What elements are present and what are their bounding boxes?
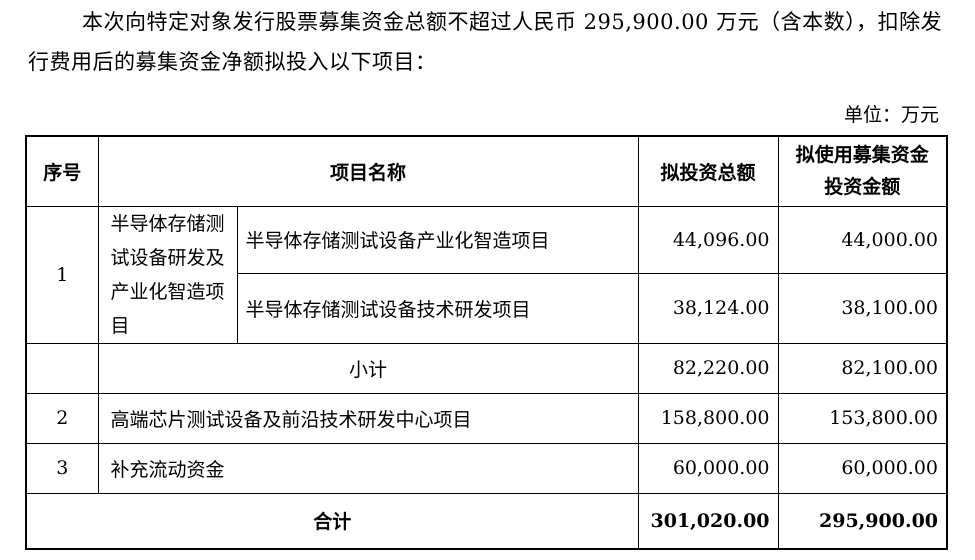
row-total: 38,124.00: [637, 272, 779, 344]
row-no: 1: [25, 205, 99, 344]
row-name: 半导体存储测试设备产业化智造项目: [236, 205, 639, 274]
header-total: 拟投资总额: [637, 135, 779, 207]
row-total: 158,800.00: [637, 392, 779, 444]
row-raised: 38,100.00: [777, 272, 948, 344]
total-total: 301,020.00: [637, 492, 779, 550]
group-name: 半导体存储测试设备研发及产业化智造项目: [97, 205, 238, 344]
row-raised: 44,000.00: [777, 205, 948, 274]
row-no: 2: [25, 392, 99, 444]
subtotal-total: 82,220.00: [637, 342, 779, 394]
row-name: 半导体存储测试设备技术研发项目: [236, 272, 639, 344]
total-label: 合计: [25, 492, 639, 550]
header-no: 序号: [25, 135, 99, 207]
row-total: 60,000.00: [637, 442, 779, 494]
table-row: 2 高端芯片测试设备及前沿技术研发中心项目 158,800.00 153,800…: [25, 392, 948, 444]
table-row: 3 补充流动资金 60,000.00 60,000.00: [25, 442, 948, 494]
intro-paragraph: 本次向特定对象发行股票募集资金总额不超过人民币 295,900.00 万元（含本…: [28, 10, 943, 74]
row-name: 高端芯片测试设备及前沿技术研发中心项目: [97, 392, 639, 444]
subtotal-row: 小计 82,220.00 82,100.00: [25, 342, 948, 394]
row-total: 44,096.00: [637, 205, 779, 274]
row-name: 补充流动资金: [97, 442, 639, 494]
row-no: 3: [25, 442, 99, 494]
row-no-continued: [25, 343, 99, 394]
subtotal-label: 小计: [97, 342, 639, 394]
subtotal-raised: 82,100.00: [777, 342, 948, 394]
table-row: 1 半导体存储测试设备研发及产业化智造项目 半导体存储测试设备产业化智造项目 4…: [25, 205, 948, 344]
header-row: 序号 项目名称 拟投资总额 拟使用募集资金投资金额: [25, 135, 948, 207]
fund-usage-table: 序号 项目名称 拟投资总额 拟使用募集资金投资金额 1 半导体存储测试设备研发及…: [25, 135, 949, 550]
row-raised: 153,800.00: [777, 392, 948, 444]
row-raised: 60,000.00: [777, 442, 948, 494]
unit-label: 单位：万元: [843, 104, 939, 126]
total-row: 合计 301,020.00 295,900.00: [25, 492, 948, 550]
header-name: 项目名称: [97, 135, 639, 207]
header-raised: 拟使用募集资金投资金额: [777, 135, 948, 207]
total-raised: 295,900.00: [777, 492, 948, 550]
table-row: 半导体存储测试设备技术研发项目 38,124.00 38,100.00: [26, 272, 948, 344]
